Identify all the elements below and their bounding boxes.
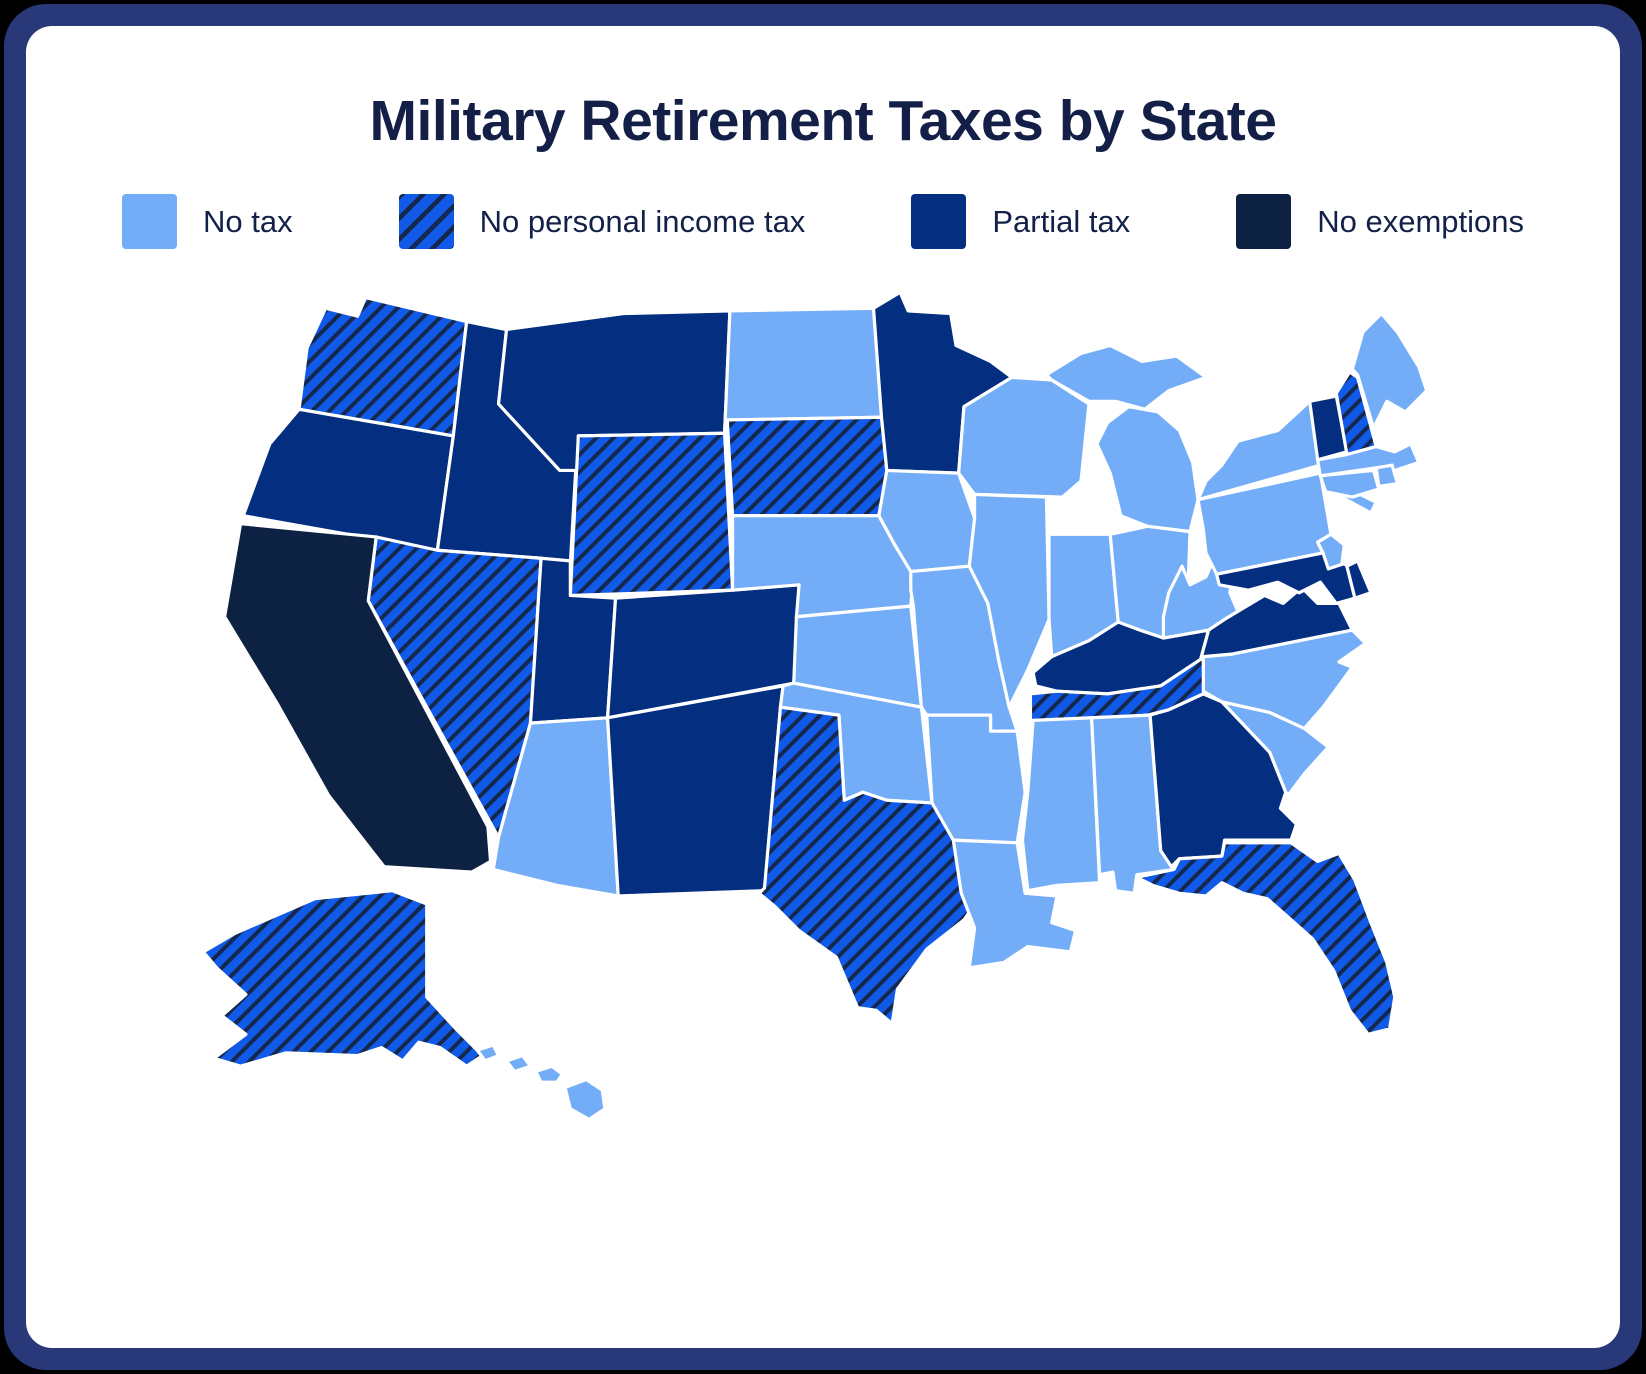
state-alaska (201, 889, 485, 1068)
state-maine (1350, 311, 1429, 430)
state-louisiana (951, 838, 1078, 970)
legend-item-no-tax: No tax (122, 194, 293, 249)
state-arkansas (925, 713, 1027, 845)
state-florida (1135, 841, 1397, 1036)
legend-swatch-no-personal-income-tax (398, 194, 454, 249)
legend-item-no-exemptions: No exemptions (1236, 194, 1524, 249)
state-wyoming (568, 431, 735, 598)
legend-label-partial-tax: Partial tax (992, 204, 1131, 239)
legend-swatch-no-exemptions (1236, 194, 1292, 249)
legend-swatch-no-tax (122, 194, 177, 249)
state-virginia (1199, 585, 1354, 661)
state-california (223, 522, 493, 874)
legend-label-no-personal-income-tax: No personal income tax (479, 204, 806, 239)
state-hawaii-island-1 (475, 1043, 501, 1063)
legend-label-no-tax: No tax (203, 204, 293, 239)
state-texas (757, 705, 985, 1026)
state-rhode-island (1374, 463, 1400, 489)
state-hawaii-island-4 (563, 1077, 607, 1121)
legend-item-no-personal-income-tax: No personal income tax (398, 194, 806, 249)
legend-label-no-exemptions: No exemptions (1317, 204, 1524, 239)
infographic-card: Military Retirement Taxes by State No ta… (26, 26, 1620, 1348)
state-connecticut (1318, 468, 1381, 499)
legend-item-partial-tax: Partial tax (911, 194, 1130, 249)
state-north-dakota (723, 306, 884, 435)
state-delaware (1345, 559, 1373, 600)
legend: No tax No personal income tax Partial ta… (122, 194, 1524, 249)
page-title: Military Retirement Taxes by State (369, 89, 1277, 153)
us-map-svg (201, 290, 1429, 1121)
us-choropleth-map (26, 271, 1620, 1142)
state-minnesota (871, 290, 1014, 475)
state-new-mexico (605, 684, 785, 898)
state-south-dakota (725, 415, 889, 518)
state-michigan-upper-peninsula (1044, 343, 1208, 411)
state-michigan (1095, 405, 1200, 534)
state-new-hampshire (1334, 370, 1378, 457)
state-mississippi (1020, 716, 1102, 893)
state-hawaii-island-2 (504, 1053, 533, 1074)
legend-swatch-partial-tax (911, 194, 967, 249)
state-maryland (1215, 551, 1357, 606)
state-wisconsin (957, 375, 1091, 499)
state-hawaii-island-3 (534, 1064, 564, 1084)
